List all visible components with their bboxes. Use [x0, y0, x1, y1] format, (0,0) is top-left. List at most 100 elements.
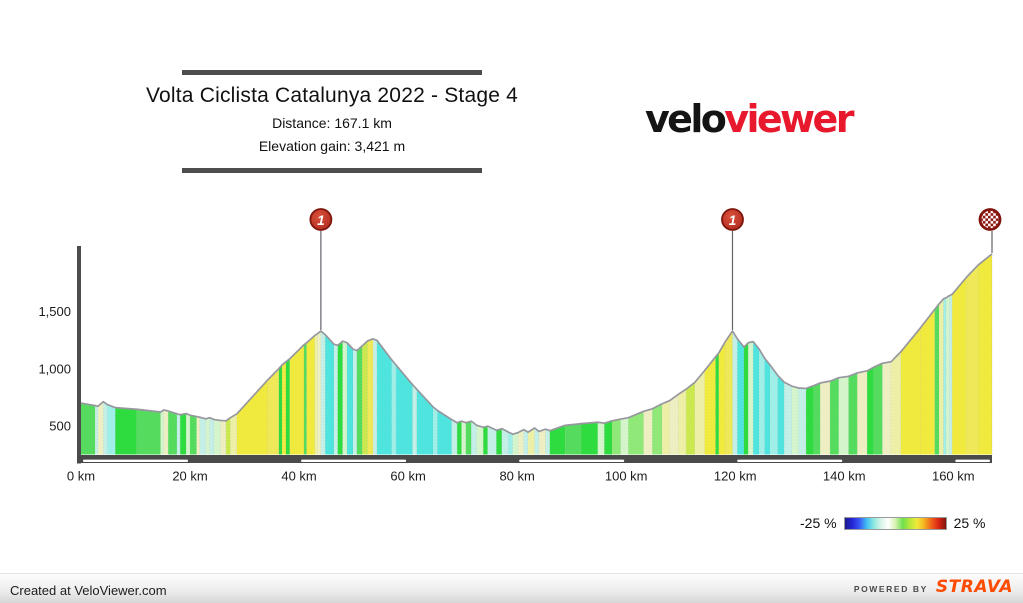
profile-segment — [732, 331, 738, 455]
header-block: Volta Ciclista Catalunya 2022 - Stage 4 … — [82, 84, 582, 154]
profile-segment — [718, 341, 726, 455]
y-axis-line — [77, 246, 81, 464]
y-axis-tick-label: 1,000 — [38, 361, 71, 376]
scale-bar-highlight — [301, 459, 407, 462]
profile-segment — [471, 421, 477, 455]
profile-segment — [694, 370, 705, 455]
x-axis-tick-label: 60 km — [390, 469, 425, 484]
distance-label: Distance: 167.1 km — [272, 115, 392, 131]
profile-segment — [873, 363, 883, 455]
profile-segment — [205, 417, 210, 455]
profile-segment — [934, 303, 940, 455]
profile-segment — [545, 429, 550, 455]
profile-segment — [461, 421, 466, 455]
profile-segment — [180, 413, 187, 455]
profile-segment — [220, 420, 227, 455]
legend-max-label: 25 % — [953, 515, 986, 531]
profile-segment — [317, 331, 321, 455]
profile-segment — [314, 333, 318, 455]
profile-segment — [412, 384, 417, 455]
profile-outline — [80, 253, 993, 436]
profile-segment — [643, 408, 653, 455]
profile-segment — [107, 404, 116, 455]
category-1-marker-icon — [721, 208, 744, 231]
page-title: Volta Ciclista Catalunya 2022 - Stage 4 — [145, 84, 519, 107]
profile-segment — [882, 361, 892, 455]
powered-by-label: POWERED BY — [853, 584, 928, 594]
profile-segment — [946, 295, 950, 455]
profile-segment — [581, 422, 598, 455]
category-1-marker-label: 1 — [317, 213, 325, 228]
profile-segment — [528, 427, 535, 455]
profile-segment — [186, 413, 191, 455]
profile-segment — [367, 338, 374, 455]
profile-segment — [214, 419, 221, 455]
profile-segment — [416, 389, 434, 455]
profile-segment — [523, 429, 529, 455]
legend-min-label: -25 % — [800, 515, 837, 531]
profile-segment — [943, 297, 947, 455]
profile-segment — [333, 344, 338, 455]
profile-segment — [483, 426, 488, 455]
profile-segment — [867, 367, 874, 455]
profile-segment — [743, 342, 749, 455]
profile-segment — [278, 364, 283, 455]
profile-segment — [920, 309, 935, 455]
profile-segment — [136, 409, 161, 455]
profile-segment — [764, 358, 771, 455]
profile-segment — [353, 349, 357, 455]
profile-segment — [236, 380, 268, 455]
profile-segment — [612, 419, 621, 455]
profile-segment — [501, 428, 509, 455]
created-at-text: Created at VeloViewer.com — [10, 583, 167, 598]
x-axis-tick-label: 160 km — [932, 469, 975, 484]
profile-segment — [604, 420, 613, 455]
profile-segment — [891, 351, 901, 455]
y-axis-tick-label: 500 — [49, 418, 71, 433]
profile-segment — [820, 381, 831, 455]
profile-segment — [465, 421, 472, 455]
profile-segment — [791, 386, 799, 455]
profile-segment — [549, 425, 566, 455]
profile-segment — [289, 344, 304, 455]
profile-segment — [226, 417, 231, 455]
profile-segment — [715, 352, 719, 455]
profile-segment — [753, 341, 760, 455]
powered-by-strava: POWERED BY STRAVA — [854, 577, 1013, 597]
scale-bar-highlight — [955, 459, 990, 462]
y-axis-tick-label: 1,500 — [38, 304, 71, 319]
profile-segment — [115, 407, 137, 455]
profile-segment — [538, 429, 546, 455]
profile-segment — [669, 394, 679, 455]
profile-segment — [620, 417, 629, 455]
profile-segment — [848, 372, 858, 455]
profile-segment — [209, 417, 215, 455]
profile-segment — [978, 253, 992, 455]
profile-segment — [196, 416, 200, 455]
profile-segment — [230, 413, 237, 455]
logo-part-viewer: viewer — [724, 97, 854, 141]
profile-segment — [939, 298, 944, 455]
gradient-legend-bar — [843, 516, 947, 530]
profile-segment — [160, 409, 164, 455]
strava-logo: STRAVA — [935, 577, 1013, 597]
profile-segment — [303, 342, 307, 455]
title-divider-top — [182, 70, 482, 75]
profile-segment — [966, 264, 979, 455]
elevation-gain-label: Elevation gain: 3,421 m — [258, 138, 406, 154]
profile-segment — [163, 409, 169, 455]
profile-segment — [784, 382, 792, 455]
x-axis-tick-label: 0 km — [67, 469, 95, 484]
profile-segment — [496, 428, 502, 455]
x-axis-tick-label: 80 km — [499, 469, 534, 484]
profile-segment — [534, 427, 539, 455]
profile-segment — [97, 401, 104, 455]
profile-segment — [306, 335, 315, 455]
profile-segment — [325, 334, 334, 455]
profile-segment — [377, 340, 392, 455]
profile-segment — [900, 327, 921, 455]
x-axis-tick-label: 120 km — [714, 469, 757, 484]
scale-bar-highlight — [519, 459, 625, 462]
